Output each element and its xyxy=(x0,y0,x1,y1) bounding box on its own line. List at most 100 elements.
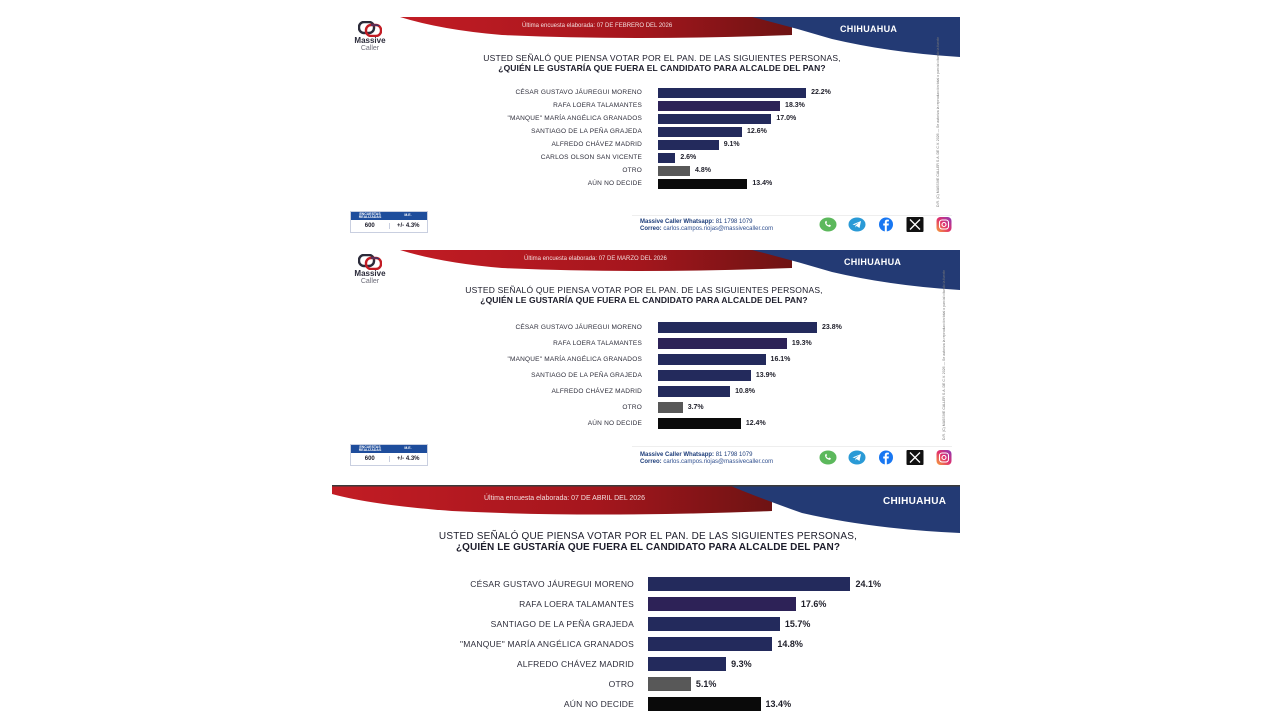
email-address: carlos.campos.riojas@massivecaller.com xyxy=(663,226,774,232)
chart-row: AÚN NO DECIDE 13.4% xyxy=(332,697,960,711)
whatsapp-label: Massive Caller Whatsapp: xyxy=(640,219,715,225)
bar xyxy=(648,697,761,711)
question-title: USTED SEÑALÓ QUE PIENSA VOTAR POR EL PAN… xyxy=(332,285,958,305)
chart-row: SANTIAGO DE LA PEÑA GRAJEDA 15.7% xyxy=(332,617,960,631)
chart-row: OTRO 5.1% xyxy=(332,677,960,691)
chart-row: CARLOS OLSON SAN VICENTE 2.6% xyxy=(332,153,960,163)
candidate-label: OTRO xyxy=(608,679,634,689)
bar xyxy=(648,597,796,611)
instagram-icon[interactable] xyxy=(934,450,954,465)
candidate-label: ALFREDO CHÁVEZ MADRID xyxy=(516,659,634,669)
survey-stats-table: ENCUESTAS REALIZADAS M.E. 600 +/- 4.3% xyxy=(350,444,428,466)
question-line-2: ¿QUIÉN LE GUSTARÍA QUE FUERA EL CANDIDAT… xyxy=(498,63,826,73)
candidate-label: ALFREDO CHÁVEZ MADRID xyxy=(551,388,642,395)
social-icons xyxy=(818,217,954,232)
massive-caller-logo: Massive Caller xyxy=(348,21,392,52)
bar xyxy=(648,677,691,691)
bar xyxy=(658,166,691,176)
stats-header: ENCUESTAS REALIZADAS M.E. xyxy=(351,445,427,453)
poll-panel-february: Última encuesta elaborada: 07 DE FEBRERO… xyxy=(332,17,960,240)
chart-row: SANTIAGO DE LA PEÑA GRAJEDA 12.6% xyxy=(332,127,960,137)
surveys-label: ENCUESTAS REALIZADAS xyxy=(358,211,382,219)
chart-row: ALFREDO CHÁVEZ MADRID 9.3% xyxy=(332,657,960,671)
logo-icon xyxy=(358,21,382,37)
chart-row: RAFA LOERA TALAMANTES 17.6% xyxy=(332,597,960,611)
footer-divider xyxy=(632,446,952,447)
bar-value-label: 2.6% xyxy=(680,154,697,161)
x-icon[interactable] xyxy=(905,217,925,232)
bar xyxy=(658,127,743,137)
candidate-label: CÉSAR GUSTAVO JÁUREGUI MORENO xyxy=(470,579,634,589)
banner-shapes xyxy=(400,17,960,57)
bar-value-label: 9.1% xyxy=(723,141,740,148)
surveys-label: ENCUESTAS REALIZADAS xyxy=(358,444,382,452)
whatsapp-icon[interactable] xyxy=(818,217,838,232)
telegram-icon[interactable] xyxy=(847,217,867,232)
bar-value-label: 24.1% xyxy=(855,579,881,589)
chart-row: CÉSAR GUSTAVO JÁUREGUI MORENO 22.2% xyxy=(332,88,960,98)
bar xyxy=(658,322,817,333)
bar xyxy=(658,179,748,189)
bar xyxy=(658,101,781,111)
bar-value-label: 17.0% xyxy=(776,115,797,122)
bar-value-label: 13.9% xyxy=(755,372,776,379)
instagram-icon[interactable] xyxy=(934,217,954,232)
facebook-icon[interactable] xyxy=(876,217,896,232)
logo-sub: Caller xyxy=(360,45,380,52)
bar xyxy=(648,657,727,671)
survey-date: Última encuesta elaborada: 07 DE FEBRERO… xyxy=(522,23,673,29)
bar xyxy=(658,140,719,150)
stats-values: 600 +/- 4.3% xyxy=(351,220,427,232)
stats-values: 600 +/- 4.3% xyxy=(351,453,427,465)
logo-name: Massive xyxy=(354,36,386,45)
chart-row: CÉSAR GUSTAVO JÁUREGUI MORENO 23.8% xyxy=(332,322,960,333)
bar-value-label: 22.2% xyxy=(811,89,831,96)
chart-row: AÚN NO DECIDE 12.4% xyxy=(332,418,960,429)
chart-row: "MANQUE" MARÍA ANGÉLICA GRANADOS 16.1% xyxy=(332,354,960,365)
candidate-label: CARLOS OLSON SAN VICENTE xyxy=(540,154,642,161)
bar-value-label: 13.4% xyxy=(765,699,792,709)
x-icon[interactable] xyxy=(905,450,925,465)
bar xyxy=(658,386,731,397)
bar-value-label: 10.8% xyxy=(735,388,755,395)
chart-row: OTRO 3.7% xyxy=(332,402,960,413)
telegram-icon[interactable] xyxy=(847,450,867,465)
candidate-label: SANTIAGO DE LA PEÑA GRAJEDA xyxy=(490,619,634,629)
question-line-2: ¿QUIÉN LE GUSTARÍA QUE FUERA EL CANDIDAT… xyxy=(480,295,808,305)
bar-value-label: 16.1% xyxy=(770,356,791,363)
me-value: +/- 4.3% xyxy=(388,223,428,229)
question-line-1: USTED SEÑALÓ QUE PIENSA VOTAR POR EL PAN… xyxy=(438,531,858,542)
chart-row: OTRO 4.8% xyxy=(332,166,960,176)
candidate-label: RAFA LOERA TALAMANTES xyxy=(519,599,634,609)
bar-value-label: 3.7% xyxy=(687,404,704,411)
candidate-label: AÚN NO DECIDE xyxy=(563,699,634,709)
bar xyxy=(648,577,851,591)
bar xyxy=(658,153,676,163)
candidate-label: ALFREDO CHÁVEZ MADRID xyxy=(551,141,642,148)
bar-value-label: 23.8% xyxy=(821,324,842,331)
bar xyxy=(658,88,807,98)
whatsapp-icon[interactable] xyxy=(818,450,838,465)
survey-date: Última encuesta elaborada: 07 DE ABRIL D… xyxy=(484,495,645,502)
bar-value-label: 12.6% xyxy=(747,128,767,135)
chart-row: RAFA LOERA TALAMANTES 19.3% xyxy=(332,338,960,349)
bar xyxy=(658,402,683,413)
bar xyxy=(658,418,741,429)
bar-value-label: 19.3% xyxy=(791,340,812,347)
poll-panel-march: Última encuesta elaborada: 07 DE MARZO D… xyxy=(332,250,960,475)
chart-row: "MANQUE" MARÍA ANGÉLICA GRANADOS 17.0% xyxy=(332,114,960,124)
bar-value-label: 15.7% xyxy=(784,619,811,629)
candidate-label: AÚN NO DECIDE xyxy=(587,180,642,187)
question-line-1: USTED SEÑALÓ QUE PIENSA VOTAR POR EL PAN… xyxy=(465,285,823,295)
banner-shapes xyxy=(400,250,960,290)
bar-value-label: 4.8% xyxy=(695,167,711,174)
footer-divider xyxy=(632,215,952,216)
candidate-label: AÚN NO DECIDE xyxy=(587,420,642,427)
bar-value-label: 13.4% xyxy=(752,180,773,187)
contact-info: Massive Caller Whatsapp: 81 1798 1079 Co… xyxy=(640,452,773,466)
candidate-label: OTRO xyxy=(622,167,642,174)
chart-row: "MANQUE" MARÍA ANGÉLICA GRANADOS 14.8% xyxy=(332,637,960,651)
facebook-icon[interactable] xyxy=(876,450,896,465)
bar xyxy=(648,617,780,631)
